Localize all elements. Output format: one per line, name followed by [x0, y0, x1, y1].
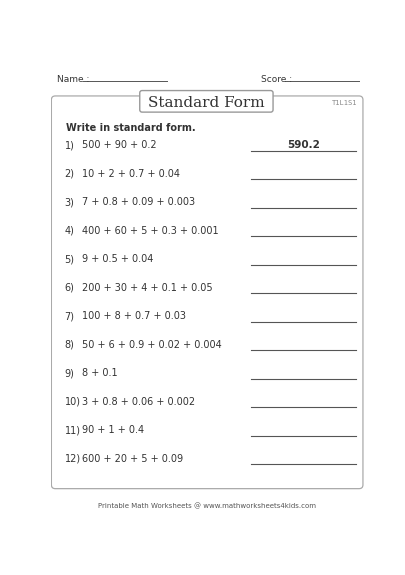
Text: 7 + 0.8 + 0.09 + 0.003: 7 + 0.8 + 0.09 + 0.003: [82, 197, 195, 207]
Text: 3 + 0.8 + 0.06 + 0.002: 3 + 0.8 + 0.06 + 0.002: [82, 397, 195, 407]
Text: 590.2: 590.2: [287, 140, 320, 150]
Text: Write in standard form.: Write in standard form.: [66, 122, 196, 132]
FancyBboxPatch shape: [51, 96, 363, 489]
Text: 7): 7): [64, 311, 75, 321]
Text: 1): 1): [64, 140, 75, 150]
Text: 9): 9): [64, 368, 75, 378]
Text: 600 + 20 + 5 + 0.09: 600 + 20 + 5 + 0.09: [82, 454, 183, 463]
Text: Score :: Score :: [261, 75, 292, 83]
Text: 10): 10): [64, 397, 81, 407]
Text: 9 + 0.5 + 0.04: 9 + 0.5 + 0.04: [82, 254, 153, 264]
Text: 11): 11): [64, 425, 81, 435]
Text: 2): 2): [64, 168, 75, 179]
Text: Name :: Name :: [57, 75, 89, 83]
Text: 3): 3): [64, 197, 75, 207]
Text: 4): 4): [64, 226, 75, 236]
Text: 5): 5): [64, 254, 75, 264]
Text: 200 + 30 + 4 + 0.1 + 0.05: 200 + 30 + 4 + 0.1 + 0.05: [82, 283, 212, 293]
Text: 90 + 1 + 0.4: 90 + 1 + 0.4: [82, 425, 144, 435]
Text: Standard Form: Standard Form: [148, 96, 265, 110]
Text: 12): 12): [64, 454, 81, 463]
Text: 8): 8): [64, 340, 75, 350]
Text: T1L1S1: T1L1S1: [332, 100, 358, 106]
Text: 6): 6): [64, 283, 75, 293]
Text: 10 + 2 + 0.7 + 0.04: 10 + 2 + 0.7 + 0.04: [82, 168, 180, 179]
Text: Printable Math Worksheets @ www.mathworksheets4kids.com: Printable Math Worksheets @ www.mathwork…: [98, 503, 316, 509]
Text: 400 + 60 + 5 + 0.3 + 0.001: 400 + 60 + 5 + 0.3 + 0.001: [82, 226, 218, 236]
Text: 8 + 0.1: 8 + 0.1: [82, 368, 117, 378]
Text: 500 + 90 + 0.2: 500 + 90 + 0.2: [82, 140, 156, 150]
Text: 100 + 8 + 0.7 + 0.03: 100 + 8 + 0.7 + 0.03: [82, 311, 185, 321]
FancyBboxPatch shape: [140, 90, 273, 112]
Text: 50 + 6 + 0.9 + 0.02 + 0.004: 50 + 6 + 0.9 + 0.02 + 0.004: [82, 340, 222, 350]
